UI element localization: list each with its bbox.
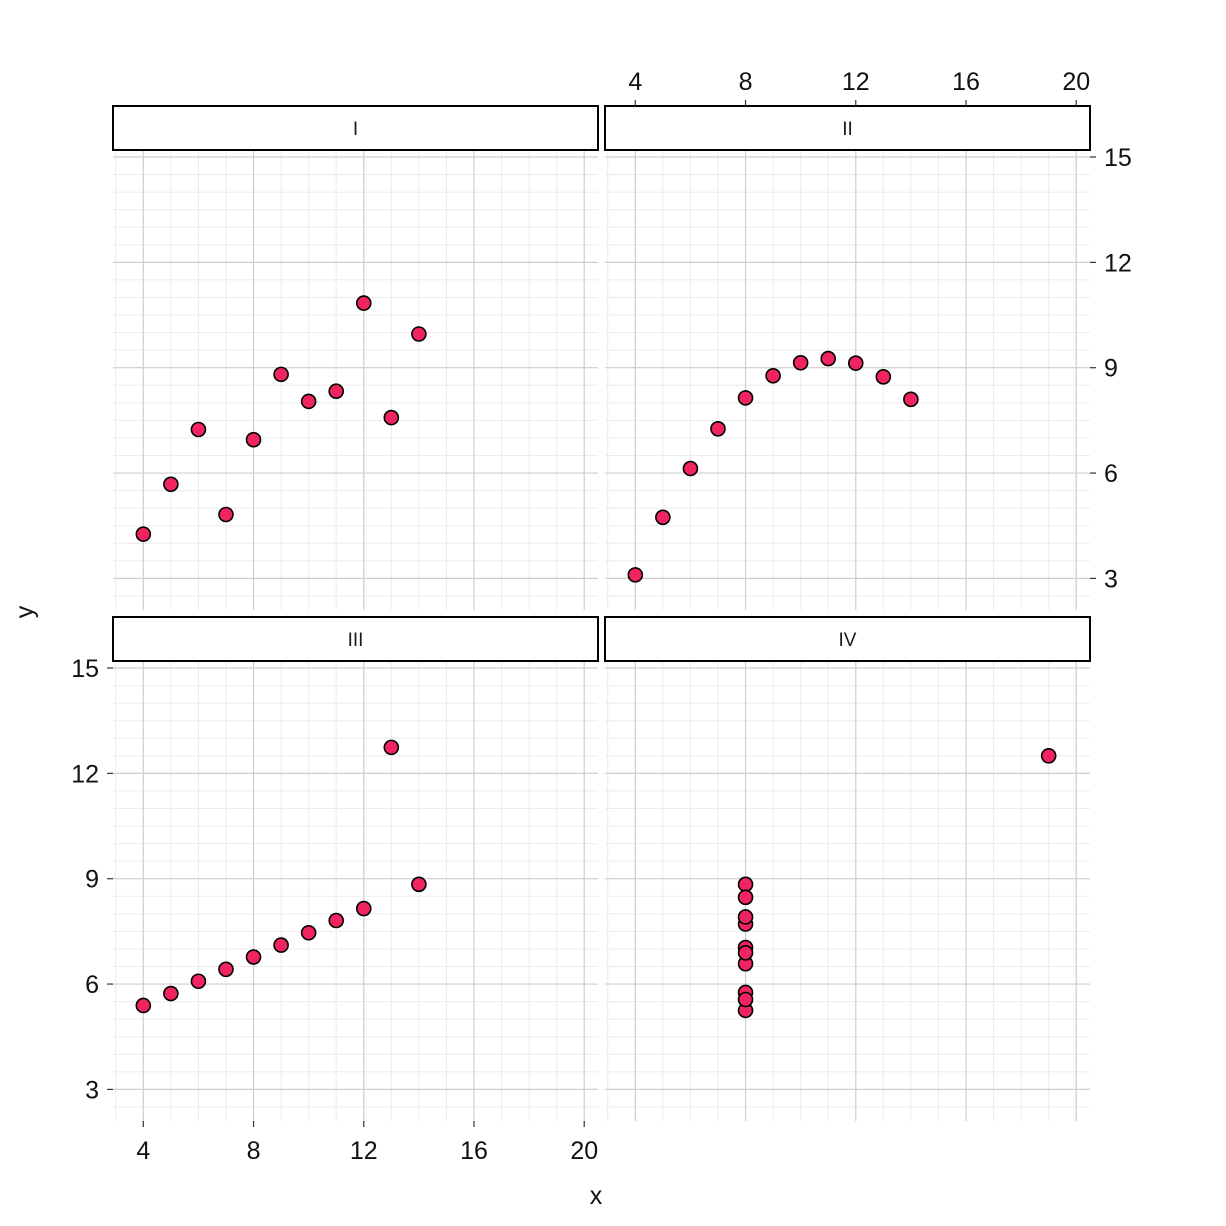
points-layer: [135, 295, 1057, 1019]
data-point: [682, 460, 699, 477]
facet-strip-label: IV: [839, 630, 857, 651]
data-point: [765, 367, 781, 384]
data-point: [655, 509, 671, 526]
data-point: [135, 526, 152, 542]
data-point: [300, 393, 317, 410]
data-point: [135, 997, 152, 1014]
data-point: [737, 991, 754, 1008]
y-tick-label: 6: [85, 971, 99, 999]
data-point: [383, 409, 400, 426]
facet-strip: [604, 616, 1091, 662]
data-point: [218, 506, 234, 523]
axis-layer: 4 8 12 16 20 3 6 9 12 15 4 8 12 16 20 3 6 9 12 15: [71, 68, 1132, 1165]
data-point: [163, 985, 179, 1002]
data-point: [737, 390, 754, 406]
data-point: [875, 369, 892, 385]
y-tick-label: 6: [1104, 460, 1118, 488]
x-tick-label: 16: [460, 1137, 488, 1165]
facet-strip-label: I: [353, 119, 358, 140]
data-point: [273, 937, 289, 953]
x-tick-label: 20: [1062, 68, 1090, 96]
data-point: [903, 391, 919, 408]
data-point: [1040, 748, 1057, 764]
data-point: [328, 383, 345, 400]
data-point: [737, 909, 754, 925]
data-point: [710, 421, 726, 437]
x-tick-label: 8: [247, 1137, 261, 1165]
data-point: [627, 567, 644, 583]
data-point: [273, 366, 289, 383]
facet-strip: [112, 616, 599, 662]
data-point: [847, 355, 864, 371]
data-point: [190, 421, 207, 438]
y-tick-label: 9: [1104, 355, 1118, 383]
x-tick-label: 4: [136, 1137, 150, 1165]
x-tick-label: 4: [628, 68, 642, 96]
facet-strip: [604, 105, 1091, 151]
data-point: [737, 876, 754, 893]
data-point: [411, 326, 427, 342]
y-tick-label: 3: [85, 1076, 99, 1104]
facet-strip-label: II: [842, 119, 853, 140]
y-tick-label: 9: [85, 866, 99, 894]
data-point: [245, 949, 262, 965]
data-point: [820, 350, 837, 367]
y-axis-title: y: [11, 605, 39, 618]
data-point: [355, 900, 372, 917]
facet-strip: [112, 105, 599, 151]
data-point: [190, 973, 207, 990]
x-tick-label: 12: [842, 68, 870, 96]
data-point: [218, 961, 234, 978]
x-tick-label: 16: [952, 68, 980, 96]
data-point: [245, 431, 262, 448]
data-point: [163, 476, 179, 493]
data-point: [737, 945, 754, 961]
y-tick-label: 3: [1104, 565, 1118, 593]
y-tick-label: 15: [1104, 144, 1132, 172]
data-point: [328, 912, 345, 929]
x-axis-title: x: [590, 1182, 603, 1210]
data-point: [383, 739, 400, 756]
data-point: [737, 889, 754, 906]
x-tick-label: 12: [350, 1137, 378, 1165]
data-point: [355, 295, 372, 311]
x-tick-label: 20: [570, 1137, 598, 1165]
data-point: [792, 354, 809, 371]
facet-strip-label: III: [348, 630, 364, 651]
x-tick-label: 8: [739, 68, 753, 96]
data-point: [411, 876, 427, 893]
y-tick-label: 15: [71, 655, 99, 683]
y-tick-label: 12: [71, 760, 99, 788]
y-tick-label: 12: [1104, 249, 1132, 277]
data-point: [300, 924, 317, 941]
